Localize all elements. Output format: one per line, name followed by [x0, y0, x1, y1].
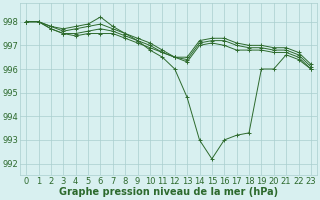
- X-axis label: Graphe pression niveau de la mer (hPa): Graphe pression niveau de la mer (hPa): [59, 187, 278, 197]
